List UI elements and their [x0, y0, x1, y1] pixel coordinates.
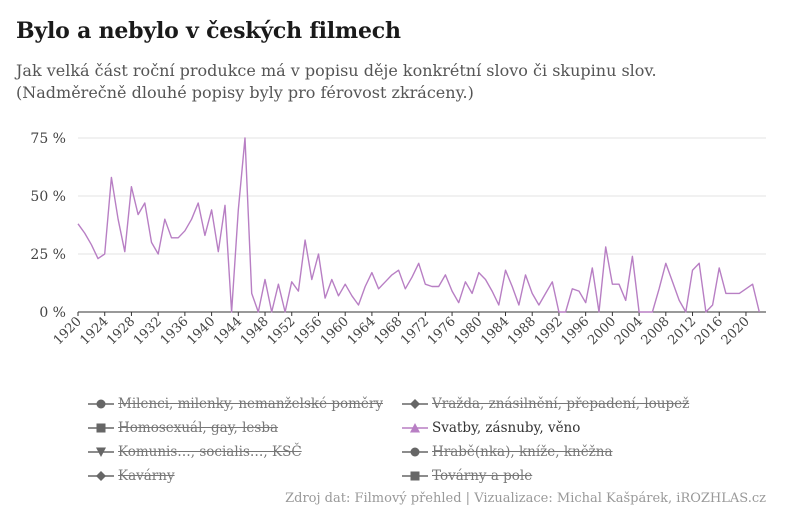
- legend-item[interactable]: Kavárny: [88, 466, 402, 486]
- x-tick-label: 1992: [532, 314, 566, 348]
- legend-circle-icon: [88, 399, 114, 409]
- legend-label: Kavárny: [118, 468, 175, 484]
- legend-item[interactable]: Vražda, znásilnění, přepadení, loupež: [402, 394, 702, 414]
- x-tick-label: 1972: [398, 314, 432, 348]
- series-line: [77, 137, 760, 313]
- x-tick-label: 1944: [211, 314, 245, 348]
- x-tick-label: 1996: [558, 314, 592, 348]
- legend-label: Komunis…, socialis…, KSČ: [118, 444, 302, 460]
- x-tick-label: 1988: [505, 314, 539, 348]
- legend-square-icon: [88, 423, 114, 433]
- y-tick-label: 50 %: [30, 189, 66, 205]
- x-tick-label: 2020: [719, 314, 753, 348]
- x-tick-label: 1964: [345, 314, 379, 348]
- x-tick-label: 1936: [158, 314, 192, 348]
- legend-circle-icon: [402, 447, 428, 457]
- legend-label: Hrabě(nka), kníže, kněžna: [432, 444, 613, 460]
- legend-square-icon: [402, 471, 428, 481]
- x-tick-label: 1968: [371, 314, 405, 348]
- chart-legend: Milenci, milenky, nemanželské poměry Vraž…: [88, 394, 728, 486]
- x-tick-label: 1952: [265, 314, 299, 348]
- x-tick-label: 1948: [238, 314, 272, 348]
- x-tick-label: 2008: [639, 314, 673, 348]
- x-tick-label: 2000: [585, 314, 619, 348]
- x-tick-label: 1924: [78, 314, 112, 348]
- legend-label: Homosexuál, gay, lesba: [118, 420, 279, 436]
- y-tick-label: 75 %: [30, 131, 66, 147]
- legend-item[interactable]: Homosexuál, gay, lesba: [88, 418, 402, 438]
- x-tick-label: 2012: [665, 314, 699, 348]
- x-tick-label: 1984: [478, 314, 512, 348]
- legend-label: Továrny a pole: [432, 468, 533, 484]
- legend-triangle-down-icon: [88, 447, 114, 457]
- line-chart: 0 %25 %50 %75 %1920192419281932193619401…: [30, 131, 766, 348]
- y-tick-label: 0 %: [39, 305, 66, 321]
- legend-label: Vražda, znásilnění, přepadení, loupež: [432, 396, 690, 412]
- x-tick-label: 2016: [692, 314, 726, 348]
- subtitle-line-2: (Nadměrečně dlouhé popisy byly pro férov…: [16, 83, 474, 102]
- x-tick-label: 1928: [104, 314, 138, 348]
- x-tick-label: 1976: [425, 314, 459, 348]
- legend-item[interactable]: Svatby, zásnuby, věno: [402, 418, 702, 438]
- legend-diamond-icon: [402, 399, 428, 409]
- x-tick-label: 1980: [452, 314, 486, 348]
- y-tick-label: 25 %: [30, 247, 66, 263]
- chart-title: Bylo a nebylo v českých filmech: [16, 18, 401, 44]
- x-tick-label: 2004: [612, 314, 646, 348]
- legend-item[interactable]: Komunis…, socialis…, KSČ: [88, 442, 402, 462]
- x-tick-label: 1940: [184, 314, 218, 348]
- legend-triangle-icon: [402, 423, 428, 433]
- legend-item[interactable]: Továrny a pole: [402, 466, 702, 486]
- legend-item[interactable]: Hrabě(nka), kníže, kněžna: [402, 442, 702, 462]
- x-tick-label: 1932: [131, 314, 165, 348]
- x-tick-label: 1956: [291, 314, 325, 348]
- source-credit: Zdroj dat: Filmový přehled | Vizualizace…: [285, 491, 766, 506]
- subtitle-line-1: Jak velká část roční produkce má v popis…: [16, 61, 657, 80]
- legend-label: Milenci, milenky, nemanželské poměry: [118, 396, 383, 412]
- legend-diamond-icon: [88, 471, 114, 481]
- legend-label: Svatby, zásnuby, věno: [432, 420, 581, 436]
- x-tick-label: 1960: [318, 314, 352, 348]
- chart-subtitle: Jak velká část roční produkce má v popis…: [16, 60, 776, 104]
- legend-item[interactable]: Milenci, milenky, nemanželské poměry: [88, 394, 402, 414]
